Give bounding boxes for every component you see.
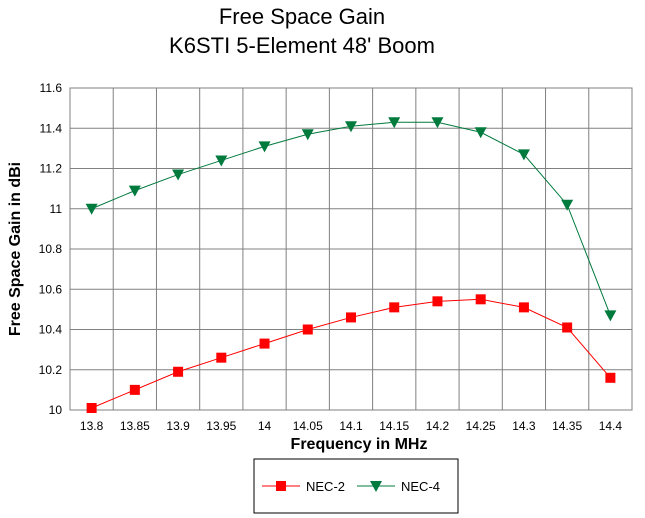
chart-subtitle: K6STI 5-Element 48' Boom [169, 33, 435, 58]
data-point [172, 169, 185, 181]
y-tick-label: 11.4 [40, 121, 63, 135]
y-tick-label: 10 [49, 403, 63, 417]
series-layer [85, 117, 617, 413]
data-point [432, 296, 443, 307]
legend-entry-nec-2: NEC-2 [262, 479, 345, 494]
data-point [518, 302, 529, 313]
x-tick-label: 14 [258, 419, 272, 433]
x-tick-label: 13.9 [166, 419, 190, 433]
data-point [562, 322, 573, 333]
data-point [345, 121, 357, 133]
y-tick-label: 10.2 [39, 363, 63, 377]
x-tick-label: 13.8 [80, 419, 104, 433]
legend-label: NEC-4 [401, 479, 440, 494]
data-point [128, 185, 141, 197]
data-point [474, 127, 487, 139]
y-tick-label: 10.6 [39, 282, 63, 296]
data-point [129, 384, 140, 395]
x-tick-label: 14.15 [379, 419, 409, 433]
data-point [517, 149, 530, 161]
data-point [258, 141, 271, 153]
data-point [604, 310, 617, 322]
data-point [389, 302, 400, 313]
x-tick-label: 14.25 [466, 419, 496, 433]
data-point [475, 294, 486, 305]
x-axis-label: Frequency in MHz [291, 436, 428, 453]
legend-marker [276, 481, 286, 491]
x-tick-label: 14.1 [339, 419, 363, 433]
x-tick-label: 14.4 [599, 419, 623, 433]
data-point [561, 199, 574, 211]
y-tick-label: 10.4 [39, 323, 63, 337]
series-nec-4 [85, 117, 617, 322]
x-tick-labels: 13.8 13.85 13.9 13.95 14 14.05 14.1 14.15 14.2 14… [80, 419, 622, 433]
data-point [301, 129, 314, 141]
series-nec-2 [86, 294, 616, 413]
y-tick-label: 11 [50, 202, 63, 216]
data-point [388, 117, 401, 129]
data-point [173, 366, 184, 377]
legend-label: NEC-2 [306, 479, 345, 494]
data-point [302, 324, 313, 335]
data-point [259, 338, 270, 349]
legend-entry-nec-4: NEC-4 [357, 479, 440, 494]
data-point [85, 203, 98, 215]
y-tick-label: 10.8 [39, 242, 63, 256]
data-point [605, 372, 616, 383]
legend-marker [370, 481, 382, 492]
x-tick-label: 13.95 [206, 419, 236, 433]
data-point [216, 352, 227, 363]
data-point [86, 402, 97, 413]
y-axis-label: Free Space Gain in dBi [7, 162, 24, 336]
y-tick-label: 11.6 [40, 81, 63, 95]
x-tick-label: 14.05 [293, 419, 323, 433]
data-point [431, 117, 444, 129]
legend: NEC-2 NEC-4 [262, 479, 440, 494]
y-tick-label: 11.2 [40, 162, 63, 176]
x-tick-label: 14.2 [426, 419, 450, 433]
x-tick-label: 14.3 [512, 419, 536, 433]
data-point [215, 155, 228, 167]
x-tick-label: 14.35 [552, 419, 582, 433]
x-tick-label: 13.85 [120, 419, 150, 433]
y-tick-labels: 10 10.2 10.4 10.6 10.8 11 11.2 11.4 11.6 [39, 81, 63, 417]
chart-title: Free Space Gain [219, 4, 385, 29]
data-point [346, 312, 356, 323]
